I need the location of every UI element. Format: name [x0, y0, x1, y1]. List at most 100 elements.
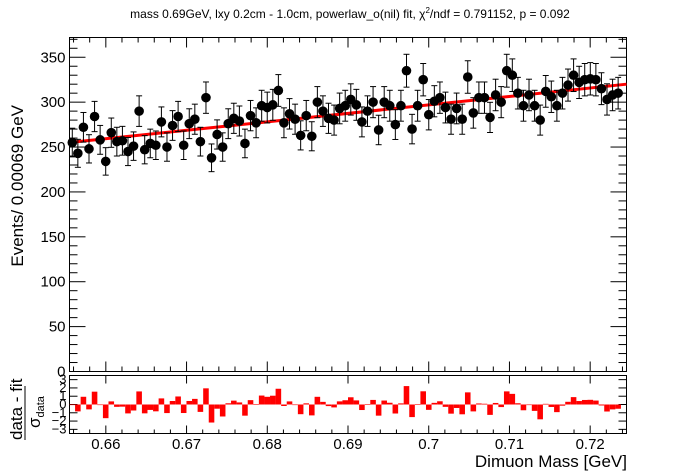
- data-marker: [95, 135, 105, 145]
- data-marker: [457, 114, 467, 125]
- data-point: [591, 63, 601, 97]
- ratio-label-numerator: data - fit: [7, 378, 26, 440]
- residual-bar: [587, 399, 594, 405]
- data-marker: [251, 117, 261, 128]
- residual-bar: [526, 404, 532, 406]
- residual-bar: [359, 404, 365, 411]
- data-marker: [273, 85, 284, 96]
- data-marker: [173, 111, 183, 122]
- data-point: [318, 95, 328, 127]
- data-point: [95, 124, 105, 155]
- data-marker: [412, 100, 423, 111]
- residual-bar: [264, 396, 271, 405]
- data-point: [162, 132, 172, 162]
- residual-bar: [192, 398, 198, 405]
- data-point: [195, 126, 206, 157]
- data-point: [457, 103, 467, 135]
- data-marker: [190, 114, 200, 125]
- data-point: [440, 91, 451, 124]
- data-point: [84, 134, 94, 164]
- residual-bar: [520, 404, 527, 411]
- data-marker: [340, 100, 351, 111]
- data-marker: [234, 116, 245, 126]
- residual-bar: [576, 401, 582, 405]
- data-point: [301, 99, 312, 132]
- residual-bar: [381, 400, 387, 405]
- data-marker: [301, 110, 312, 121]
- data-marker: [100, 156, 111, 167]
- residual-bar: [403, 386, 410, 405]
- residual-bar: [219, 404, 226, 417]
- residual-bar: [242, 404, 248, 416]
- data-point: [151, 130, 161, 160]
- residual-bar: [542, 403, 549, 405]
- data-point: [217, 132, 228, 162]
- data-point: [357, 106, 367, 138]
- data-point: [412, 89, 423, 122]
- ratio-label-denominator: σdata: [25, 395, 47, 428]
- data-point: [507, 58, 518, 93]
- residual-bar: [548, 404, 555, 407]
- data-point: [234, 105, 245, 137]
- residual-bar: [180, 404, 187, 414]
- data-marker: [139, 144, 150, 155]
- data-marker: [535, 115, 545, 125]
- data-point: [418, 63, 428, 97]
- residual-bar: [409, 404, 415, 418]
- data-marker: [524, 90, 534, 100]
- data-point: [451, 92, 462, 125]
- residual-bar: [314, 396, 321, 405]
- data-marker: [312, 97, 323, 107]
- ratio-y-tick-label: 3: [59, 372, 66, 387]
- data-point: [73, 138, 83, 168]
- data-marker: [496, 97, 506, 107]
- residual-bar: [364, 404, 371, 405]
- x-tick-label: 0.67: [172, 436, 201, 453]
- residual-bar: [559, 404, 566, 406]
- data-marker: [84, 144, 94, 154]
- x-tick-label: 0.72: [576, 436, 605, 453]
- residual-bar: [604, 404, 610, 412]
- x-tick-label: 0.7: [418, 436, 439, 453]
- residual-bar: [537, 404, 543, 420]
- data-marker: [178, 140, 189, 151]
- data-marker: [156, 117, 167, 127]
- residual-bar: [570, 397, 577, 405]
- data-marker: [329, 115, 339, 125]
- data-point: [490, 78, 501, 112]
- data-marker: [563, 80, 573, 90]
- residual-bar: [114, 404, 120, 407]
- data-marker: [390, 119, 401, 130]
- x-tick-label: 0.66: [91, 436, 120, 453]
- data-point: [407, 113, 417, 145]
- data-point: [306, 121, 317, 152]
- data-marker: [195, 136, 206, 147]
- data-marker: [362, 106, 373, 116]
- data-point: [557, 76, 568, 110]
- data-marker: [468, 108, 479, 118]
- data-point: [128, 131, 139, 161]
- residual-bar: [169, 401, 176, 405]
- data-point: [290, 103, 300, 135]
- data-marker: [167, 120, 178, 131]
- data-marker: [384, 100, 395, 111]
- residual-bar: [197, 404, 204, 412]
- residual-bar: [431, 402, 438, 405]
- data-point: [134, 95, 144, 127]
- residual-bar: [108, 401, 115, 405]
- data-point: [485, 101, 495, 134]
- chart-title: mass 0.69GeV, lxy 0.2cm - 1.0cm, powerla…: [130, 6, 570, 21]
- data-marker: [245, 110, 256, 121]
- residual-bar: [253, 404, 259, 405]
- residual-bar: [119, 404, 126, 407]
- residual-bar: [554, 404, 560, 413]
- data-point: [368, 86, 378, 119]
- data-marker: [557, 88, 568, 98]
- data-marker: [613, 88, 623, 98]
- data-marker: [591, 74, 601, 85]
- data-point: [268, 88, 278, 121]
- residual-bar: [86, 404, 92, 410]
- data-marker: [128, 141, 139, 151]
- residual-bar: [336, 401, 343, 405]
- residual-bars-layer: [69, 386, 621, 423]
